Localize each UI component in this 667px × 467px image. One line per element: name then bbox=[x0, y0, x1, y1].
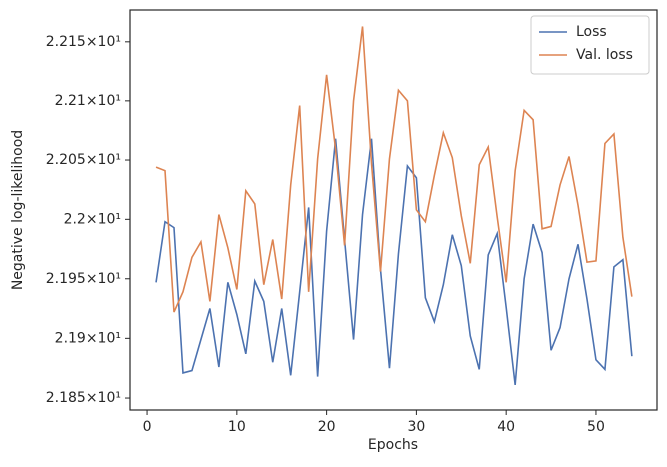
x-tick-label: 30 bbox=[407, 419, 425, 435]
legend-label: Loss bbox=[576, 24, 607, 40]
line-series bbox=[155, 138, 633, 385]
y-tick-label: 2.195×10¹ bbox=[46, 271, 121, 287]
y-tick-label: 2.205×10¹ bbox=[46, 152, 121, 168]
axes-frame bbox=[129, 9, 658, 411]
y-tick-label: 2.185×10¹ bbox=[46, 390, 121, 406]
y-tick-label: 2.21×10¹ bbox=[55, 93, 121, 109]
x-tick-label: 50 bbox=[587, 419, 605, 435]
x-tick-label: 40 bbox=[497, 419, 515, 435]
x-axis-label: Epochs bbox=[368, 437, 418, 453]
x-tick-label: 10 bbox=[228, 419, 246, 435]
y-tick-label: 2.215×10¹ bbox=[46, 34, 121, 50]
line-series bbox=[155, 26, 633, 313]
y-axis-label: Negative log-likelihood bbox=[10, 130, 26, 290]
legend-label: Val. loss bbox=[576, 47, 633, 63]
x-tick-label: 0 bbox=[143, 419, 152, 435]
x-tick-label: 20 bbox=[318, 419, 336, 435]
y-tick-label: 2.2×10¹ bbox=[64, 211, 121, 227]
y-tick-label: 2.19×10¹ bbox=[55, 330, 121, 346]
legend-box bbox=[530, 15, 650, 75]
